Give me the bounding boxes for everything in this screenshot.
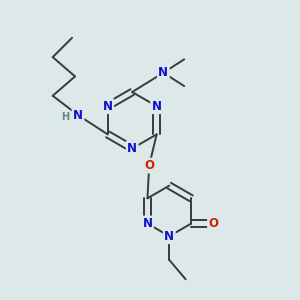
Text: N: N [127, 142, 137, 155]
Text: H: H [61, 112, 70, 122]
Text: O: O [144, 159, 154, 172]
Text: N: N [158, 66, 168, 79]
Text: N: N [164, 230, 174, 243]
Text: N: N [142, 217, 152, 230]
Text: O: O [208, 217, 218, 230]
Text: N: N [152, 100, 162, 113]
Text: N: N [103, 100, 113, 113]
Text: N: N [73, 109, 83, 122]
